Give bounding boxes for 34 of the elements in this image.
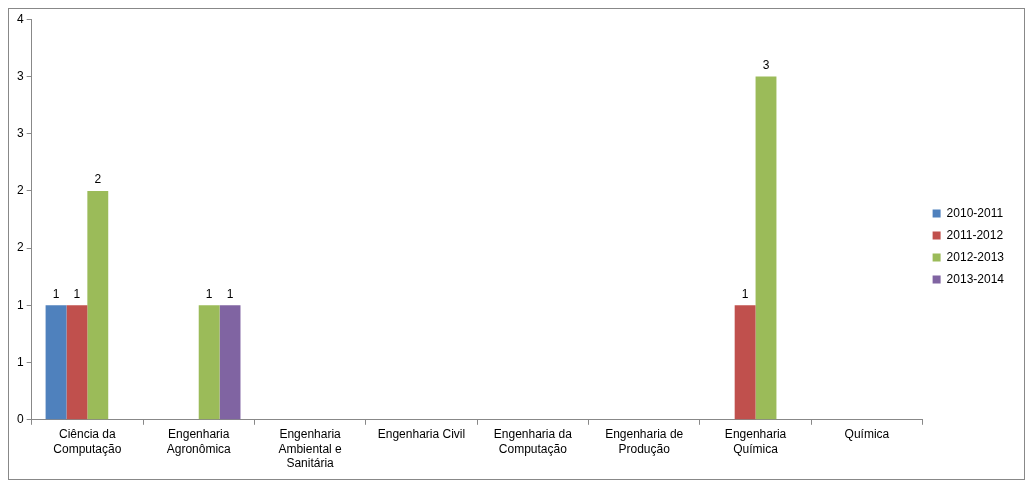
data-label: 1 — [52, 286, 60, 301]
x-tick-label: Engenharia Agronômica — [166, 427, 232, 456]
y-tick-label: 2 — [16, 183, 24, 198]
x-tick-label: Engenharia Química — [724, 427, 787, 456]
data-label: 1 — [741, 286, 749, 301]
x-tick-label: Engenharia de Produção — [605, 427, 684, 456]
y-tick-label: 3 — [16, 68, 24, 83]
y-tick-label: 1 — [16, 297, 24, 312]
bar — [219, 305, 241, 420]
legend-label: 2010-2011 — [946, 205, 1004, 220]
y-tick-label: 2 — [16, 240, 24, 255]
bar — [87, 190, 109, 420]
data-label: 3 — [762, 57, 770, 72]
legend-label: 2013-2014 — [946, 271, 1005, 286]
bar — [66, 305, 88, 420]
data-label: 2 — [94, 172, 102, 187]
bar — [45, 305, 67, 420]
x-tick-label: Química — [844, 427, 890, 442]
y-tick-label: 3 — [16, 125, 24, 140]
data-label: 1 — [205, 286, 213, 301]
x-tick-label: Engenharia da Computação — [493, 427, 573, 456]
data-label: 1 — [226, 286, 234, 301]
data-label: 1 — [73, 286, 81, 301]
y-tick-label: 1 — [16, 354, 24, 369]
bar — [734, 305, 756, 420]
legend-label: 2012-2013 — [946, 249, 1005, 264]
y-tick-label: 0 — [16, 412, 24, 427]
x-tick-label: Engenharia Ambiental e Sanitária — [278, 427, 343, 471]
bar — [755, 76, 777, 420]
y-tick-label: 4 — [16, 11, 24, 26]
bar — [198, 305, 220, 420]
x-tick-label: Ciência da Computação — [53, 427, 122, 456]
x-tick-label: Engenharia Civil — [377, 427, 466, 442]
legend-label: 2011-2012 — [946, 227, 1004, 242]
